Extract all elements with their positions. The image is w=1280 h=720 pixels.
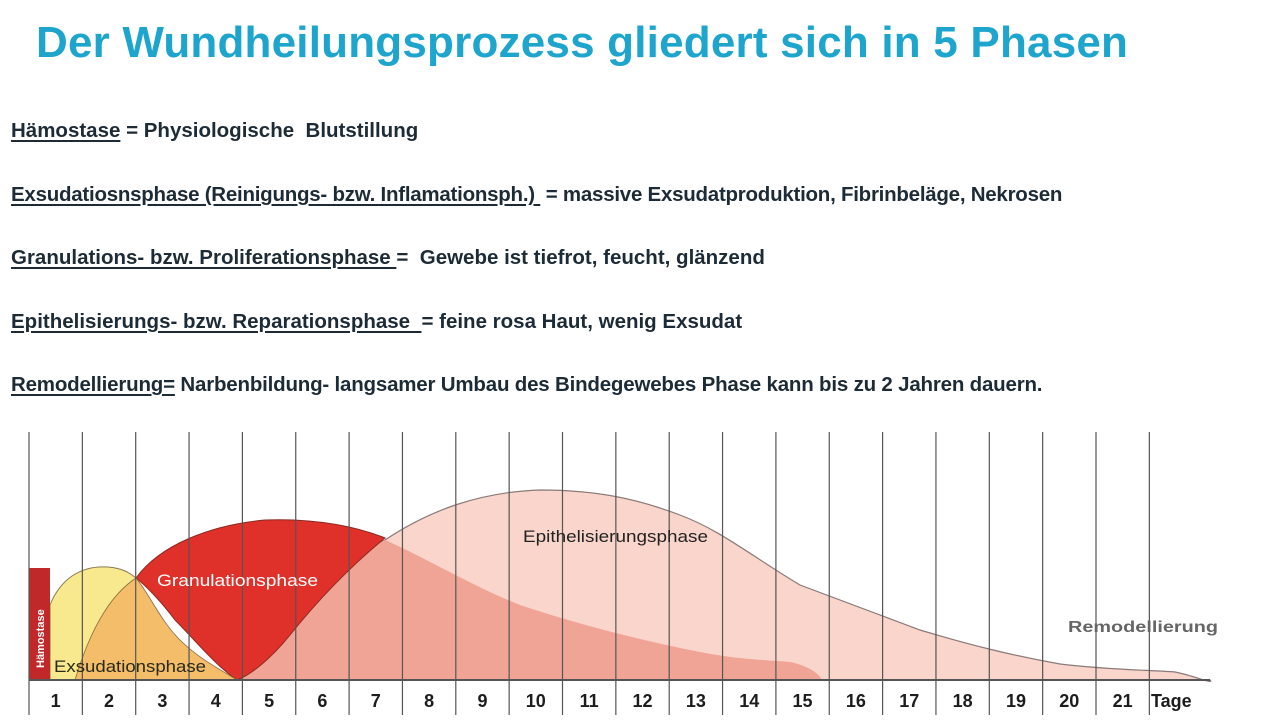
definition-term: Remodellierung= <box>11 373 175 396</box>
remodellierung-label: Remodellierung <box>1068 619 1218 636</box>
haemostase-label: Hämostase <box>35 609 47 668</box>
page-title: Der Wundheilungsprozess gliedert sich in… <box>36 18 1129 67</box>
day-label: 7 <box>371 691 381 711</box>
day-label: 9 <box>477 691 487 711</box>
day-label: 17 <box>899 691 919 711</box>
day-label: 21 <box>1113 691 1133 711</box>
day-label: 2 <box>104 691 114 711</box>
day-label: 13 <box>686 691 706 711</box>
definition-term: Epithelisierungs- bzw. Reparationsphase <box>11 310 422 333</box>
definition-text: = Physiologische Blutstillung <box>120 119 419 142</box>
definition-remodellierung: Remodellierung= Narbenbildung- langsamer… <box>11 373 1042 397</box>
day-label: 18 <box>953 691 973 711</box>
day-label: 20 <box>1059 691 1079 711</box>
day-label: 14 <box>739 691 759 711</box>
day-label: 16 <box>846 691 866 711</box>
day-label: 8 <box>424 691 434 711</box>
definition-text: = massive Exsudatproduktion, Fibrinbeläg… <box>540 183 1063 206</box>
day-label: 15 <box>793 691 813 711</box>
exsudation-overlap-area <box>74 577 239 681</box>
definition-epithelisierung: Epithelisierungs- bzw. Reparationsphase … <box>11 310 742 334</box>
definition-text: = Gewebe ist tiefrot, feucht, glänzend <box>396 246 765 269</box>
day-labels: 1 2 3 4 5 6 7 8 9 10 11 12 13 14 15 16 17 18 19 20 21 <box>51 691 1133 711</box>
day-label: 1 <box>51 691 61 711</box>
definition-exsudation: Exsudatiosnsphase (Reinigungs- bzw. Infl… <box>11 183 1062 207</box>
day-label: 5 <box>264 691 274 711</box>
definition-text: Narbenbildung- langsamer Umbau des Binde… <box>174 373 1043 396</box>
definition-text: = feine rosa Haut, wenig Exsudat <box>421 310 743 333</box>
definition-granulation: Granulations- bzw. Proliferationsphase =… <box>11 246 765 270</box>
epithelisierung-label: Epithelisierungsphase <box>523 527 708 546</box>
day-label: 10 <box>526 691 546 711</box>
granulation-label: Granulationsphase <box>157 571 318 590</box>
day-label: 11 <box>580 691 599 711</box>
definition-term: Hämostase <box>11 119 121 142</box>
day-gridlines <box>28 432 1150 715</box>
day-label: 12 <box>633 691 653 711</box>
unit-label: Tage <box>1151 691 1192 711</box>
day-label: 19 <box>1006 691 1026 711</box>
granulation-area <box>135 519 386 681</box>
day-label: 4 <box>211 691 221 711</box>
haemostase-bar <box>29 568 50 680</box>
definition-haemostase: Hämostase = Physiologische Blutstillung <box>11 119 418 143</box>
definition-term: Exsudatiosnsphase (Reinigungs- bzw. Infl… <box>11 183 541 206</box>
exsudation-label: Exsudationsphase <box>54 657 206 676</box>
day-label: 3 <box>157 691 167 711</box>
definition-term: Granulations- bzw. Proliferationsphase <box>11 246 397 269</box>
proliferation-area <box>237 540 822 680</box>
day-label: 6 <box>317 691 327 711</box>
